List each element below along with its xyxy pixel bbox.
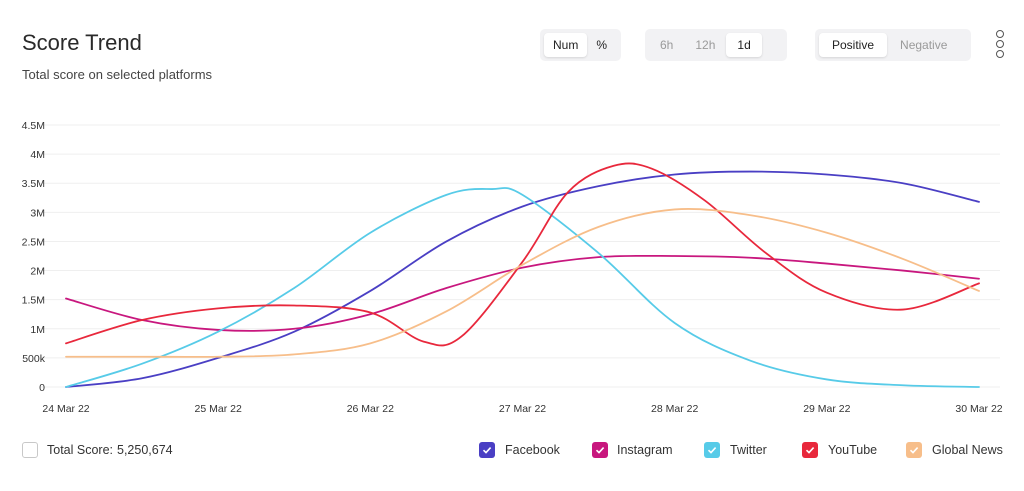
score-trend-chart: 0 500k 1M 1.5M 2M 2.5M 3M 3.5M 4M 4.5M 24 Mar 22 25… (22, 120, 1003, 415)
legend-twitter-label: Twitter (730, 443, 767, 457)
range-toggle: 6h 12h 1d (645, 29, 787, 61)
legend-youtube-label: YouTube (828, 443, 878, 457)
series-line-instagram (65, 254, 980, 332)
legend-facebook-label: Facebook (505, 443, 560, 457)
legend-instagram-checkbox[interactable] (592, 442, 608, 458)
series-line-facebook (65, 170, 980, 388)
x-tick-label-6: 30 Mar 22 (955, 403, 1002, 415)
legend-instagram-label: Instagram (617, 443, 673, 457)
y-tick-label-8: 4M (30, 149, 45, 161)
check-icon (909, 447, 919, 454)
y-tick-label-9: 4.5M (22, 120, 45, 132)
x-tick-label-5: 29 Mar 22 (803, 403, 850, 415)
x-tick-label-1: 25 Mar 22 (195, 403, 242, 415)
legend-facebook-checkbox[interactable] (479, 442, 495, 458)
chart-subtitle: Total score on selected platforms (22, 67, 213, 82)
y-tick-label-2: 1M (30, 324, 45, 336)
y-tick-label-5: 2.5M (22, 236, 45, 248)
y-tick-label-7: 3.5M (22, 178, 45, 190)
unit-percent-button[interactable]: % (596, 38, 608, 52)
range-6h-button[interactable]: 6h (660, 38, 674, 52)
check-icon (482, 447, 492, 454)
more-options-icon[interactable] (994, 30, 1006, 60)
x-tick-label-4: 28 Mar 22 (651, 403, 698, 415)
y-tick-label-0: 0 (39, 382, 45, 394)
x-tick-label-3: 27 Mar 22 (499, 403, 546, 415)
sentiment-toggle: Positive Negative (815, 29, 971, 61)
legend-global-news-checkbox[interactable] (906, 442, 922, 458)
series-line-twitter (65, 187, 980, 388)
y-tick-label-3: 1.5M (22, 295, 45, 307)
series-line-global-news (65, 208, 980, 358)
check-icon (707, 447, 717, 454)
legend-global-news-label: Global News (932, 443, 1003, 457)
range-12h-button[interactable]: 12h (695, 38, 716, 52)
check-icon (805, 447, 815, 454)
x-tick-label-0: 24 Mar 22 (42, 403, 89, 415)
y-tick-label-4: 2M (30, 266, 45, 278)
legend-twitter-checkbox[interactable] (704, 442, 720, 458)
sentiment-negative-button[interactable]: Negative (900, 38, 948, 52)
total-score-checkbox[interactable] (22, 442, 38, 458)
y-tick-label-1: 500k (22, 353, 46, 365)
unit-num-button[interactable]: Num (544, 33, 588, 57)
total-score-label: Total Score: (47, 443, 114, 457)
chart-footer: Total Score: 5,250,674 Facebook Instagra… (0, 442, 1024, 462)
total-score-value: 5,250,674 (117, 443, 173, 457)
chart-title: Score Trend (22, 30, 142, 55)
check-icon (595, 447, 605, 454)
x-tick-label-2: 26 Mar 22 (347, 403, 394, 415)
sentiment-positive-button[interactable]: Positive (819, 33, 888, 57)
legend-youtube-checkbox[interactable] (802, 442, 818, 458)
series-line-youtube (65, 162, 980, 347)
range-1d-button[interactable]: 1d (726, 33, 762, 57)
y-tick-label-6: 3M (30, 207, 45, 219)
unit-toggle: Num % (540, 29, 621, 61)
